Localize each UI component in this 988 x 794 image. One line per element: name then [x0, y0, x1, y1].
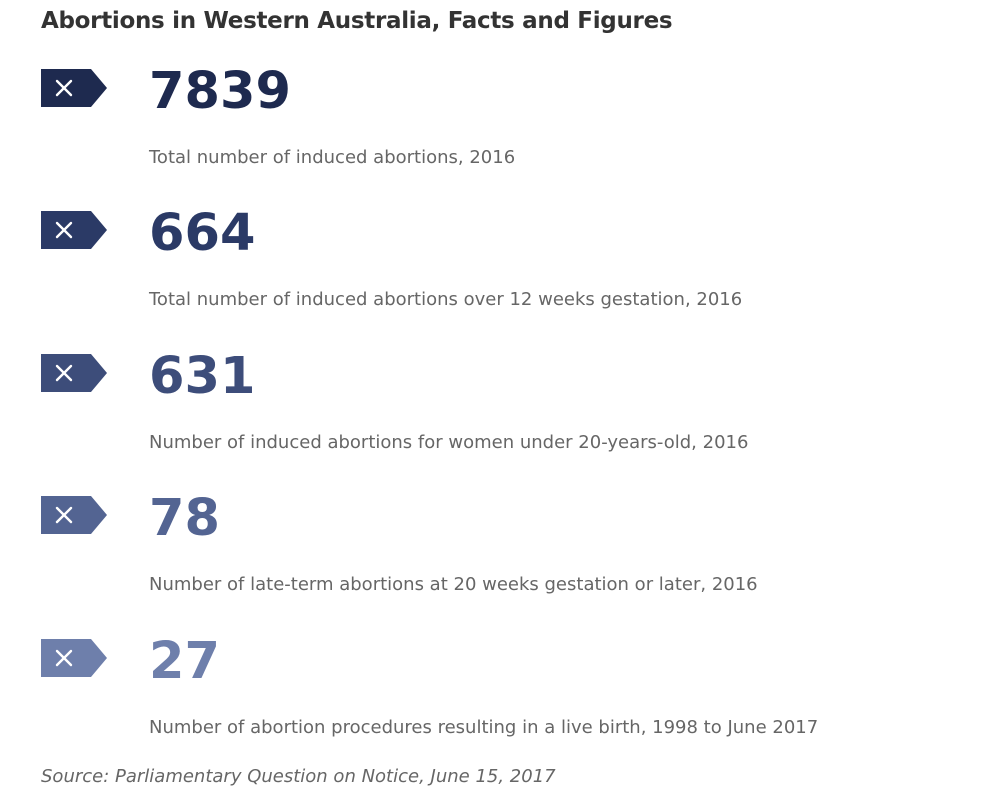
- stat-value: 27: [149, 632, 220, 691]
- stat-description: Number of induced abortions for women un…: [149, 432, 749, 453]
- stat-description: Total number of induced abortions, 2016: [149, 147, 516, 168]
- stat-item: 27 Number of abortion procedures resulti…: [0, 632, 988, 779]
- stat-item: 631 Number of induced abortions for wome…: [0, 347, 988, 494]
- stat-value: 631: [149, 347, 256, 406]
- stat-value: 78: [149, 489, 220, 548]
- stat-item: 78 Number of late-term abortions at 20 w…: [0, 489, 988, 636]
- close-icon: [41, 496, 107, 534]
- close-icon: [41, 69, 107, 107]
- stat-item: 664 Total number of induced abortions ov…: [0, 204, 988, 351]
- close-icon: [41, 211, 107, 249]
- stat-description: Total number of induced abortions over 1…: [149, 289, 743, 310]
- close-icon: [41, 354, 107, 392]
- close-icon: [41, 639, 107, 677]
- stat-item: 7839 Total number of induced abortions, …: [0, 62, 988, 209]
- stat-value: 7839: [149, 62, 291, 121]
- stat-description: Number of late-term abortions at 20 week…: [149, 574, 758, 595]
- page-title: Abortions in Western Australia, Facts an…: [41, 8, 673, 34]
- stat-value: 664: [149, 204, 256, 263]
- stat-description: Number of abortion procedures resulting …: [149, 717, 819, 738]
- source-note: Source: Parliamentary Question on Notice…: [41, 766, 556, 787]
